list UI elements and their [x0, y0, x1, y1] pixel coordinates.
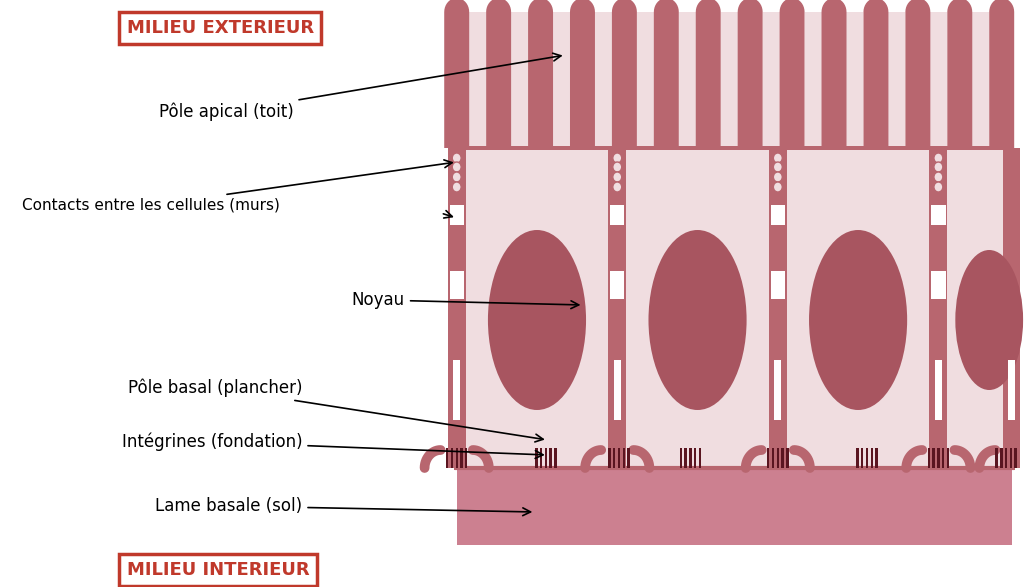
Polygon shape	[989, 0, 1014, 148]
Bar	[972, 12, 989, 148]
Bar	[805, 12, 821, 148]
Text: Lame basale (sol): Lame basale (sol)	[156, 497, 530, 515]
Bar	[457, 146, 1012, 150]
Bar	[763, 12, 779, 148]
Bar	[679, 12, 695, 148]
Bar	[454, 390, 460, 470]
Bar	[1009, 390, 1015, 470]
Ellipse shape	[809, 230, 907, 410]
Bar	[935, 360, 942, 420]
Polygon shape	[821, 0, 847, 148]
Bar	[511, 12, 528, 148]
Bar	[610, 205, 625, 225]
Text: Pôle basal (plancher): Pôle basal (plancher)	[128, 379, 543, 442]
Bar	[454, 360, 460, 420]
Circle shape	[934, 162, 943, 172]
Bar	[595, 12, 612, 148]
Polygon shape	[536, 448, 557, 468]
Bar	[936, 390, 942, 470]
Bar	[1008, 360, 1015, 420]
Circle shape	[934, 172, 943, 182]
Bar	[637, 12, 654, 148]
Circle shape	[934, 182, 943, 192]
Bar	[457, 148, 1012, 468]
Text: Noyau: Noyau	[352, 291, 579, 309]
Text: Contacts entre les cellules (murs): Contacts entre les cellules (murs)	[23, 160, 453, 212]
Text: MILIEU EXTERIEUR: MILIEU EXTERIEUR	[127, 19, 313, 37]
Circle shape	[612, 153, 622, 163]
Polygon shape	[608, 448, 630, 468]
Bar	[614, 390, 621, 470]
Bar	[553, 12, 570, 148]
Ellipse shape	[955, 250, 1023, 390]
Circle shape	[934, 153, 943, 163]
Polygon shape	[905, 0, 931, 148]
Polygon shape	[995, 448, 1017, 468]
Polygon shape	[863, 0, 889, 148]
Polygon shape	[446, 448, 467, 468]
Bar	[721, 12, 737, 148]
Bar	[447, 148, 466, 468]
Polygon shape	[856, 448, 878, 468]
Bar	[769, 148, 786, 468]
Bar	[771, 271, 785, 299]
Circle shape	[453, 172, 461, 182]
Bar	[450, 205, 464, 225]
Circle shape	[773, 153, 782, 163]
Polygon shape	[486, 0, 511, 148]
Circle shape	[453, 182, 461, 192]
Bar	[847, 12, 863, 148]
Text: MILIEU INTERIEUR: MILIEU INTERIEUR	[127, 561, 309, 579]
Bar	[613, 360, 621, 420]
Bar	[774, 360, 781, 420]
Polygon shape	[695, 0, 721, 148]
Polygon shape	[767, 448, 788, 468]
Polygon shape	[680, 448, 701, 468]
Ellipse shape	[648, 230, 746, 410]
Bar	[931, 271, 945, 299]
Polygon shape	[928, 448, 949, 468]
Bar	[469, 12, 486, 148]
Polygon shape	[444, 0, 469, 148]
Bar	[930, 148, 947, 468]
Polygon shape	[528, 0, 553, 148]
Bar	[457, 468, 1012, 545]
Bar	[931, 205, 945, 225]
Polygon shape	[737, 0, 763, 148]
Bar	[1002, 148, 1021, 468]
Circle shape	[773, 172, 782, 182]
Text: Intégrines (fondation): Intégrines (fondation)	[122, 433, 543, 458]
Polygon shape	[947, 0, 972, 148]
Bar	[771, 205, 785, 225]
Circle shape	[453, 162, 461, 172]
Bar	[889, 12, 905, 148]
Circle shape	[773, 162, 782, 172]
Circle shape	[612, 162, 622, 172]
Circle shape	[612, 172, 622, 182]
Polygon shape	[570, 0, 595, 148]
Polygon shape	[612, 0, 637, 148]
Bar	[931, 12, 947, 148]
Bar	[610, 271, 625, 299]
Polygon shape	[779, 0, 805, 148]
Text: Pôle apical (toit): Pôle apical (toit)	[159, 53, 561, 122]
Bar	[775, 390, 781, 470]
Circle shape	[453, 153, 461, 163]
Circle shape	[612, 182, 622, 192]
Ellipse shape	[487, 230, 586, 410]
Bar	[608, 148, 627, 468]
Circle shape	[773, 182, 782, 192]
Polygon shape	[654, 0, 679, 148]
Bar	[450, 271, 464, 299]
